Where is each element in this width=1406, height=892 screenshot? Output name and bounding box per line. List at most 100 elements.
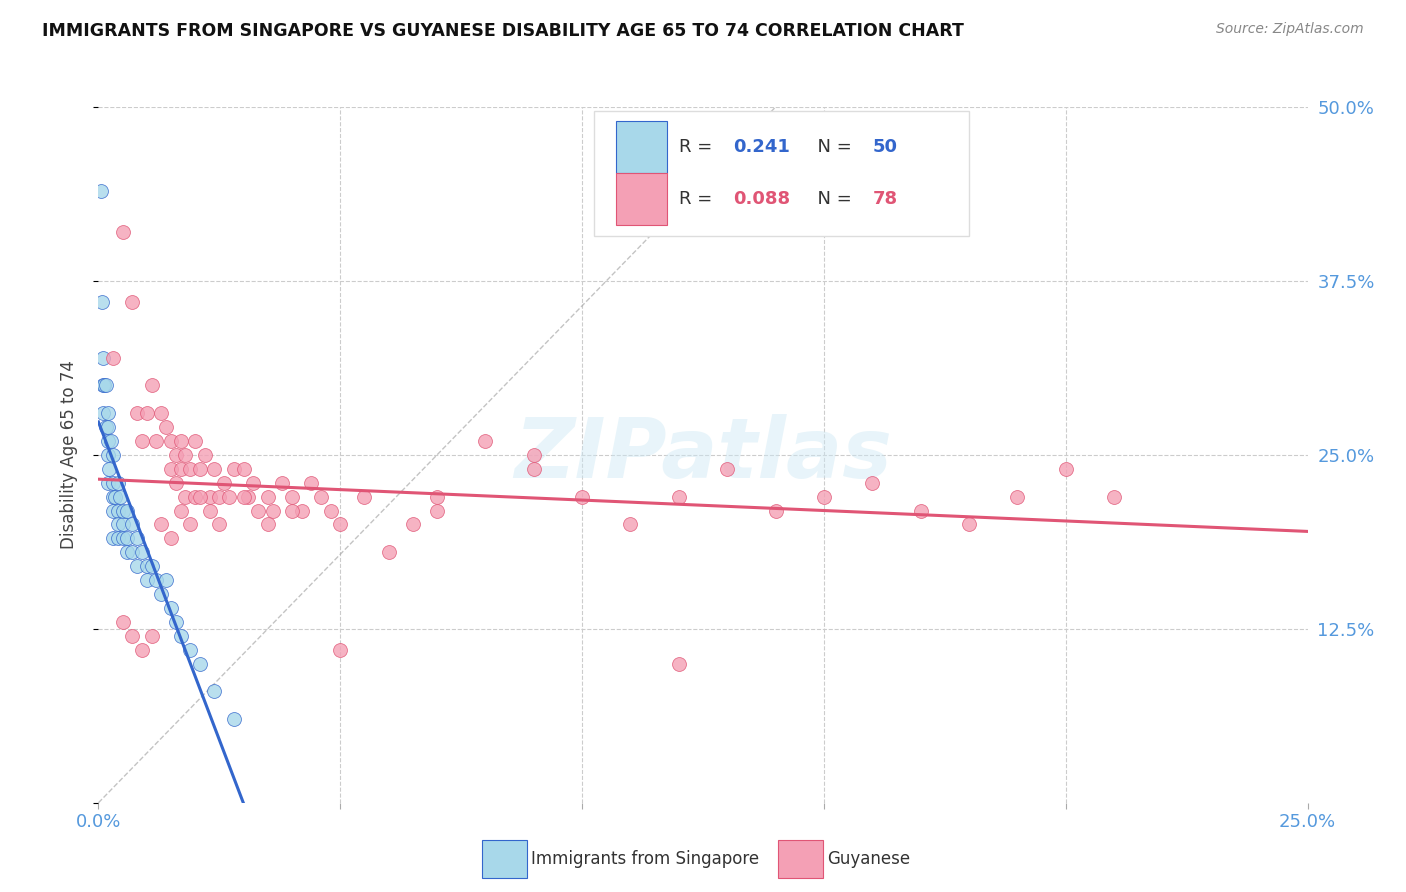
- Y-axis label: Disability Age 65 to 74: Disability Age 65 to 74: [59, 360, 77, 549]
- Point: [117, 545, 139, 559]
- Point: [91, 294, 114, 309]
- Point: [281, 503, 304, 517]
- Point: [426, 503, 449, 517]
- Text: 50: 50: [872, 138, 897, 156]
- Point: [242, 475, 264, 490]
- Point: [281, 490, 304, 504]
- Point: [150, 587, 173, 601]
- Point: [107, 517, 129, 532]
- Point: [101, 448, 124, 462]
- Point: [108, 490, 131, 504]
- Point: [716, 462, 738, 476]
- Point: [523, 448, 546, 462]
- Point: [121, 629, 143, 643]
- Point: [101, 490, 124, 504]
- Point: [247, 503, 270, 517]
- Point: [188, 657, 211, 671]
- Point: [121, 294, 143, 309]
- Point: [232, 490, 254, 504]
- FancyBboxPatch shape: [616, 173, 666, 225]
- Point: [474, 434, 496, 448]
- Point: [91, 351, 114, 365]
- Text: Immigrants from Singapore: Immigrants from Singapore: [531, 850, 759, 868]
- Point: [204, 462, 226, 476]
- Point: [97, 475, 120, 490]
- Point: [309, 490, 332, 504]
- Point: [179, 517, 201, 532]
- Point: [262, 503, 284, 517]
- Point: [94, 378, 117, 392]
- Point: [319, 503, 342, 517]
- Point: [188, 462, 211, 476]
- Point: [127, 559, 149, 574]
- Point: [135, 559, 157, 574]
- Point: [165, 448, 187, 462]
- Point: [104, 490, 127, 504]
- Point: [198, 490, 221, 504]
- Point: [174, 448, 197, 462]
- Point: [169, 629, 191, 643]
- Point: [97, 406, 120, 420]
- Point: [184, 490, 207, 504]
- Point: [101, 503, 124, 517]
- Text: 0.241: 0.241: [734, 138, 790, 156]
- Point: [121, 545, 143, 559]
- Point: [957, 517, 980, 532]
- Text: 0.088: 0.088: [734, 190, 790, 208]
- Point: [402, 517, 425, 532]
- Point: [101, 475, 124, 490]
- Point: [169, 462, 191, 476]
- Point: [131, 434, 153, 448]
- Point: [97, 434, 120, 448]
- Point: [91, 378, 114, 392]
- Point: [91, 406, 114, 420]
- Point: [1054, 462, 1077, 476]
- Point: [131, 642, 153, 657]
- Point: [271, 475, 294, 490]
- Point: [256, 490, 278, 504]
- Point: [523, 462, 546, 476]
- Point: [222, 712, 245, 726]
- Point: [97, 448, 120, 462]
- Point: [141, 559, 163, 574]
- Point: [111, 225, 134, 239]
- Point: [111, 503, 134, 517]
- Point: [329, 517, 352, 532]
- Point: [100, 434, 122, 448]
- Point: [101, 351, 124, 365]
- Point: [150, 517, 173, 532]
- Point: [169, 434, 191, 448]
- Text: N =: N =: [806, 138, 858, 156]
- Point: [160, 601, 183, 615]
- Point: [111, 615, 134, 629]
- Point: [117, 503, 139, 517]
- Point: [135, 406, 157, 420]
- Point: [204, 684, 226, 698]
- Point: [619, 517, 641, 532]
- Point: [145, 573, 167, 587]
- Point: [97, 420, 120, 434]
- Point: [208, 517, 231, 532]
- Point: [299, 475, 322, 490]
- Text: IMMIGRANTS FROM SINGAPORE VS GUYANESE DISABILITY AGE 65 TO 74 CORRELATION CHART: IMMIGRANTS FROM SINGAPORE VS GUYANESE DI…: [42, 22, 965, 40]
- Point: [377, 545, 399, 559]
- Point: [238, 490, 260, 504]
- Point: [813, 490, 835, 504]
- Point: [107, 532, 129, 546]
- Point: [910, 503, 932, 517]
- Point: [174, 490, 197, 504]
- Point: [111, 532, 134, 546]
- Point: [135, 573, 157, 587]
- Point: [571, 490, 593, 504]
- Point: [668, 657, 690, 671]
- Point: [94, 420, 117, 434]
- Text: Guyanese: Guyanese: [827, 850, 910, 868]
- Point: [111, 517, 134, 532]
- Point: [101, 532, 124, 546]
- Point: [145, 434, 167, 448]
- Point: [98, 462, 121, 476]
- Point: [1007, 490, 1029, 504]
- Point: [232, 462, 254, 476]
- Point: [188, 490, 211, 504]
- Point: [765, 503, 787, 517]
